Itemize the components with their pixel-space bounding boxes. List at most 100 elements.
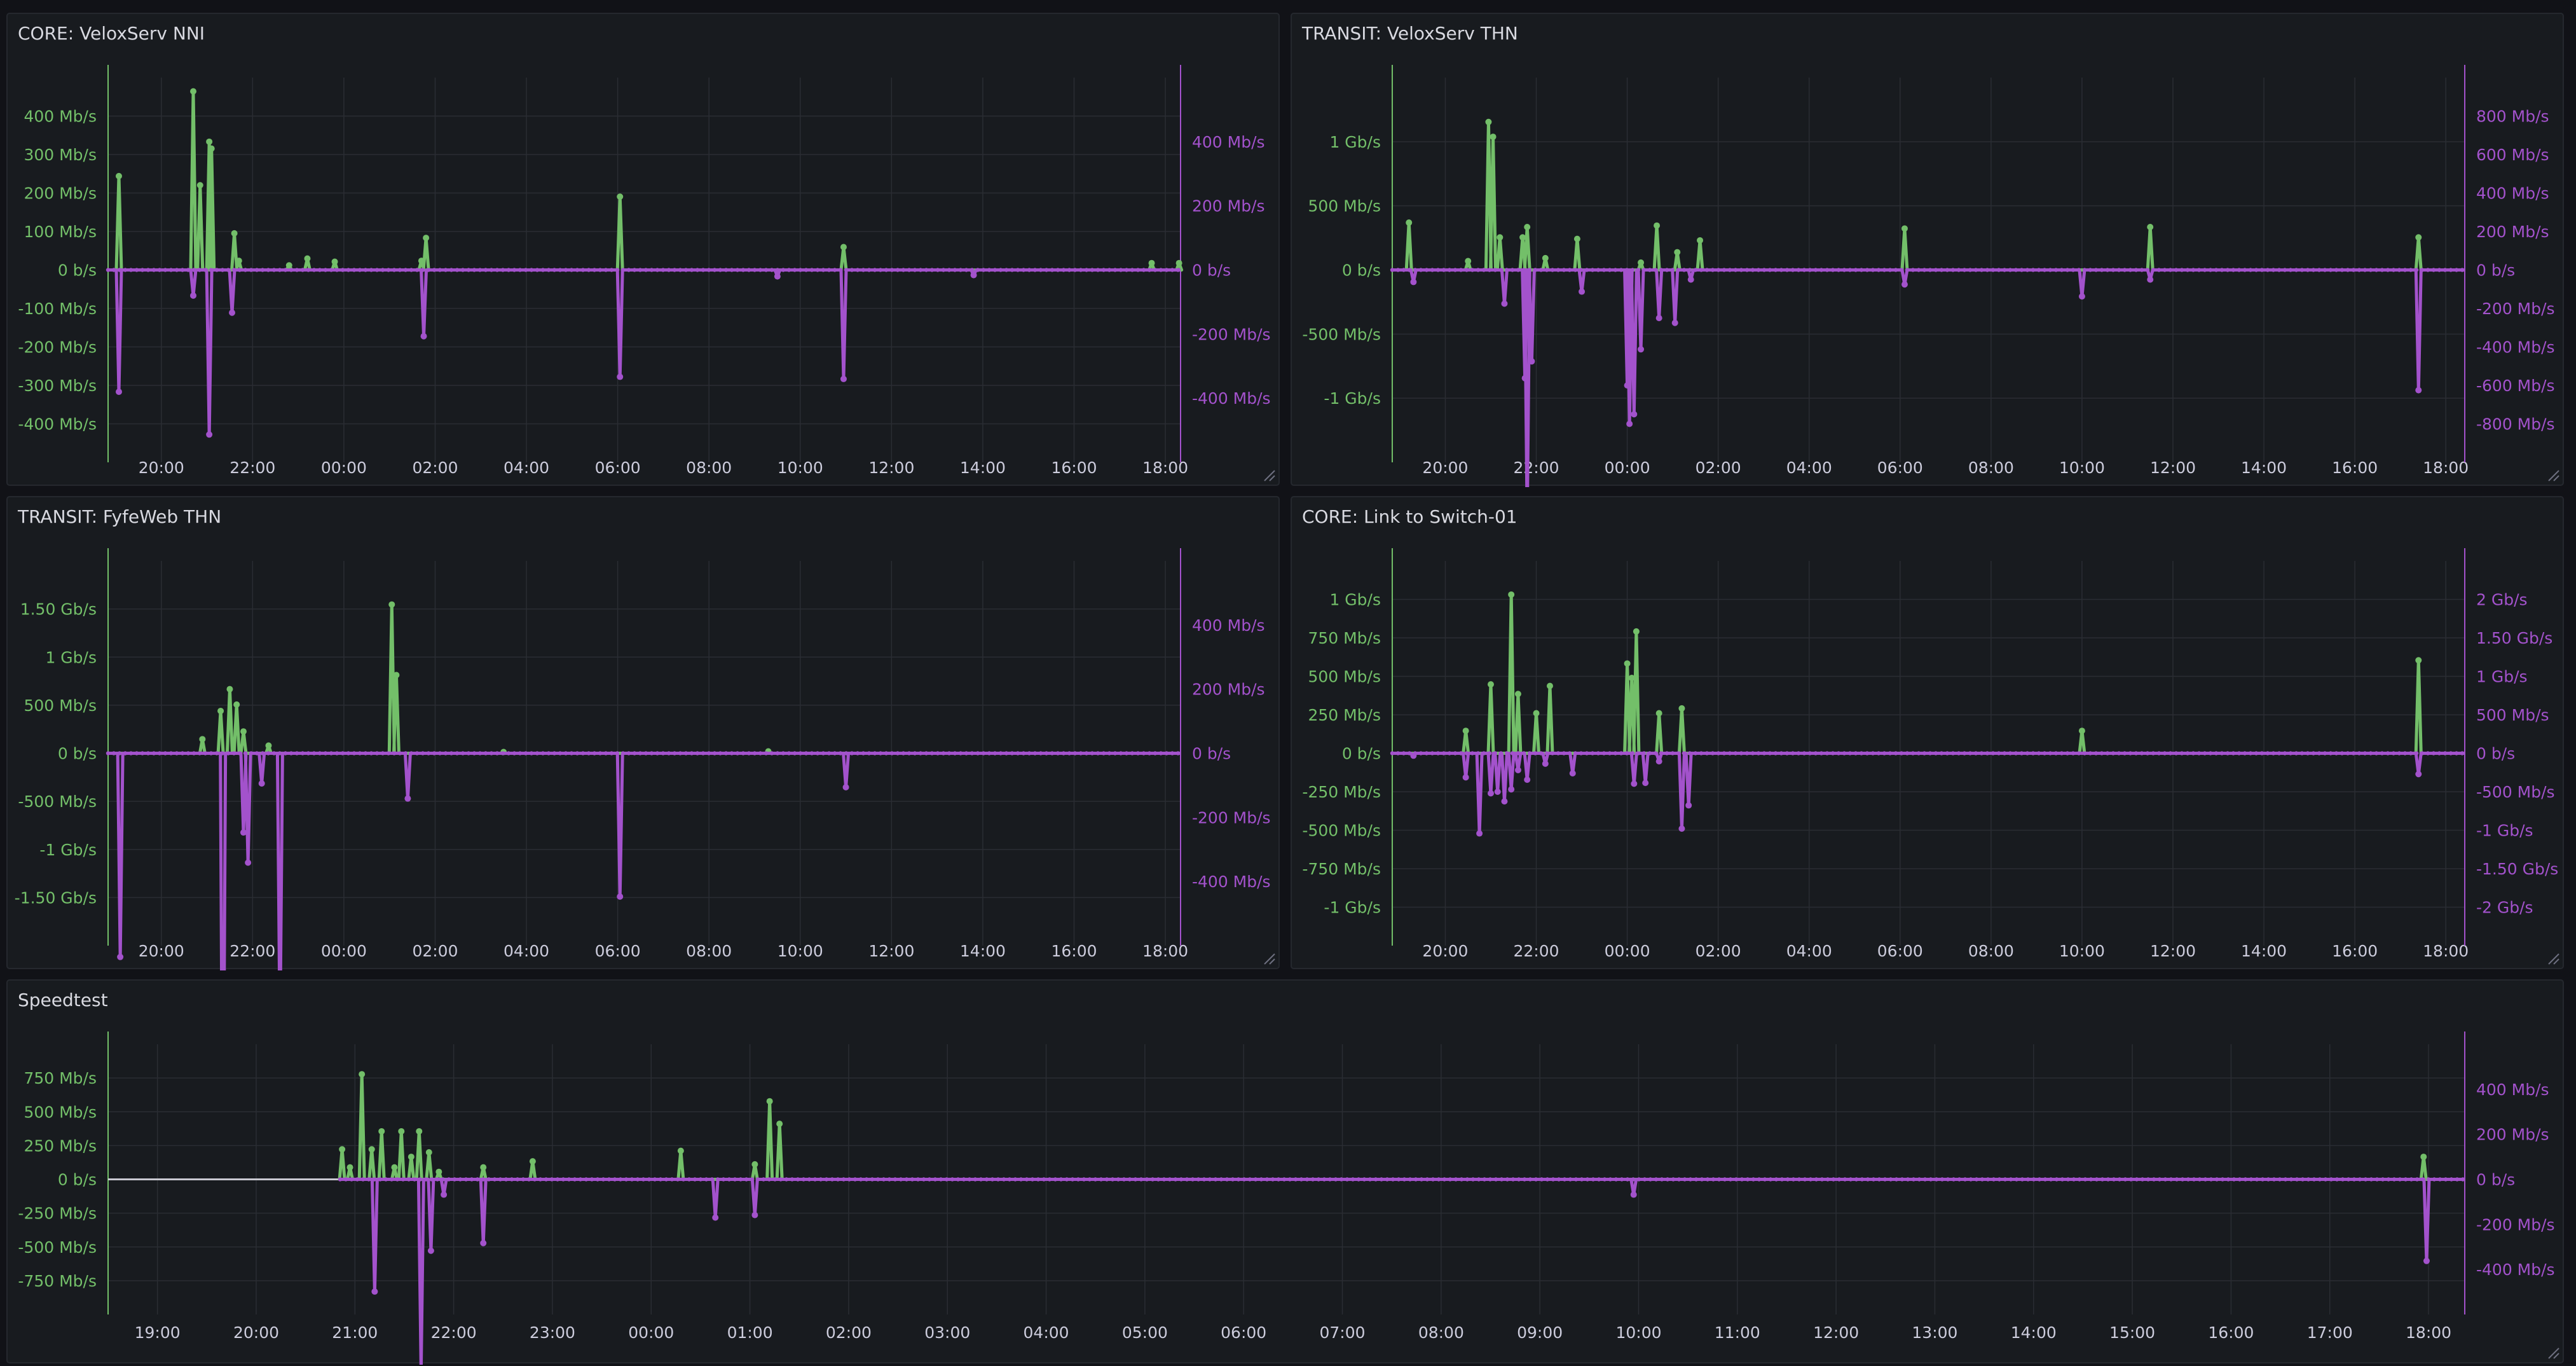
- in-series-point: [391, 1164, 398, 1171]
- out-series-point: [617, 373, 624, 380]
- out-series-point: [117, 953, 124, 960]
- out-series-line: [1392, 268, 2465, 487]
- left-axis-tick-label: 750 Mb/s: [1308, 629, 1381, 647]
- baseline-point: [1831, 1177, 1836, 1182]
- baseline-point: [941, 268, 946, 272]
- resize-handle-icon[interactable]: [2546, 951, 2560, 965]
- baseline-point: [2265, 268, 2270, 272]
- panel-title[interactable]: Speedtest: [18, 990, 108, 1011]
- baseline-point: [1968, 751, 1973, 755]
- baseline-point: [334, 268, 339, 272]
- baseline-point: [2048, 268, 2053, 272]
- panel-transit-veloxserv-thn[interactable]: TRANSIT: VeloxServ THN 20:00 22:00 00:00 02…: [1291, 13, 2564, 487]
- in-series-point: [1697, 237, 1704, 244]
- resize-handle-icon[interactable]: [2546, 1346, 2560, 1360]
- panel-title[interactable]: TRANSIT: FyfeWeb THN: [18, 506, 222, 527]
- baseline-point: [1147, 751, 1152, 755]
- baseline-point: [893, 1177, 898, 1182]
- baseline-point: [498, 1177, 503, 1182]
- baseline-point: [603, 268, 608, 272]
- baseline-point: [2346, 1177, 2351, 1182]
- in-series-point: [529, 1158, 536, 1165]
- panel-title[interactable]: CORE: Link to Switch-01: [1302, 506, 1518, 527]
- resize-handle-icon[interactable]: [1262, 468, 1276, 482]
- baseline-point: [1619, 751, 1624, 755]
- baseline-point: [764, 751, 769, 755]
- panel-title[interactable]: CORE: VeloxServ NNI: [18, 23, 205, 44]
- baseline-point: [849, 751, 854, 755]
- baseline-point: [1893, 268, 1898, 272]
- resize-handle-icon[interactable]: [2546, 468, 2560, 482]
- baseline-point: [1808, 1177, 1813, 1182]
- baseline-point: [1704, 268, 1709, 272]
- panel-core-veloxserv-nni[interactable]: CORE: VeloxServ NNI 20:00 22:00 00:00 02:00…: [6, 13, 1280, 486]
- baseline-point: [2111, 751, 2116, 755]
- out-series-point: [2147, 276, 2154, 283]
- baseline-point: [2179, 751, 2184, 755]
- baseline-point: [855, 268, 860, 272]
- baseline-point: [2374, 268, 2379, 272]
- baseline-point: [2334, 268, 2339, 272]
- baseline-point: [437, 751, 442, 755]
- baseline-point: [752, 751, 757, 755]
- baseline-point: [1750, 268, 1755, 272]
- baseline-point: [475, 1177, 480, 1182]
- baseline-point: [598, 268, 603, 272]
- baseline-point: [950, 1177, 955, 1182]
- left-axis-tick-label: -1 Gb/s: [1324, 899, 1381, 917]
- baseline-point: [632, 268, 637, 272]
- baseline-point: [231, 751, 236, 755]
- right-axis-tick-label: -1 Gb/s: [2476, 822, 2533, 840]
- resize-handle-icon[interactable]: [1262, 951, 1276, 965]
- baseline-point: [469, 1177, 474, 1182]
- out-series-point: [190, 292, 197, 299]
- baseline-point: [1870, 268, 1875, 272]
- baseline-point: [429, 1177, 434, 1182]
- panel-core-link-to-switch-01[interactable]: CORE: Link to Switch-01 20:00 22:00 00:00 0…: [1291, 496, 2564, 969]
- baseline-point: [626, 268, 631, 272]
- baseline-point: [1528, 1177, 1533, 1182]
- baseline-point: [695, 268, 700, 272]
- x-tick-label: 22:00: [230, 942, 275, 960]
- in-series-point: [285, 262, 292, 269]
- baseline-point: [2146, 1177, 2151, 1182]
- baseline-point: [558, 268, 563, 272]
- baseline-point: [2185, 268, 2190, 272]
- baseline-point: [294, 751, 299, 755]
- baseline-point: [2168, 1177, 2174, 1182]
- left-axis-tick-label: -1.50 Gb/s: [15, 888, 97, 907]
- x-tick-label: 10:00: [2059, 942, 2105, 960]
- baseline-point: [2036, 268, 2041, 272]
- baseline-point: [538, 1177, 543, 1182]
- baseline-point: [117, 751, 122, 755]
- in-series-point: [226, 686, 233, 693]
- baseline-point: [2334, 1177, 2340, 1182]
- baseline-point: [2317, 1177, 2322, 1182]
- baseline-point: [1848, 1177, 1853, 1182]
- baseline-point: [2431, 751, 2436, 755]
- in-series-point: [2415, 234, 2422, 241]
- panel-transit-fyfeweb-thn[interactable]: TRANSIT: FyfeWeb THN 20:00 22:00 00:00 02:0…: [6, 496, 1280, 970]
- baseline-point: [769, 268, 774, 272]
- panel-speedtest[interactable]: Speedtest 19:00 20:00 21:00 22:00 23:00 00:00…: [6, 979, 2564, 1365]
- baseline-point: [718, 751, 723, 755]
- baseline-point: [580, 268, 586, 272]
- baseline-point: [609, 268, 614, 272]
- baseline-point: [197, 751, 202, 755]
- baseline-point: [838, 268, 843, 272]
- baseline-point: [2414, 751, 2419, 755]
- baseline-point: [2231, 268, 2236, 272]
- baseline-point: [1202, 1177, 1207, 1182]
- baseline-point: [1636, 1177, 1641, 1182]
- baseline-point: [552, 268, 557, 272]
- panel-title[interactable]: TRANSIT: VeloxServ THN: [1302, 23, 1518, 44]
- x-tick-label: 20:00: [1422, 459, 1468, 477]
- baseline-point: [2002, 751, 2007, 755]
- baseline-point: [323, 751, 328, 755]
- out-series-point: [1542, 760, 1549, 767]
- baseline-point: [1956, 268, 1961, 272]
- baseline-point: [606, 1177, 612, 1182]
- baseline-point: [558, 751, 563, 755]
- right-axis-tick-label: 1.50 Gb/s: [2476, 629, 2552, 647]
- baseline-point: [2277, 1177, 2282, 1182]
